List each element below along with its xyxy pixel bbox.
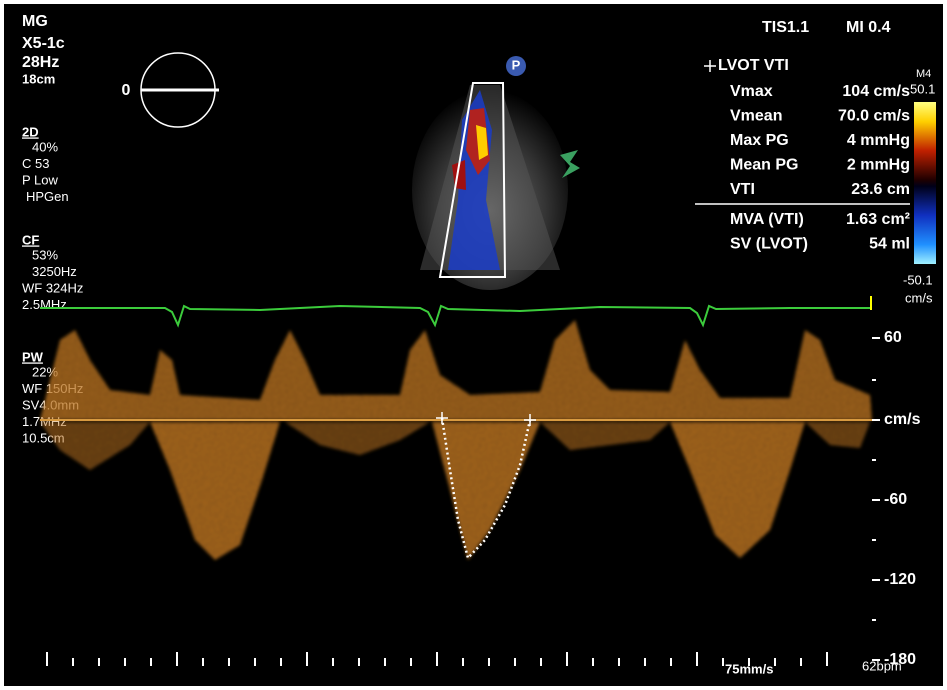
color-bottom: -50.1 xyxy=(903,272,933,287)
mode-title: 2D xyxy=(22,124,39,139)
mode-setting: 40% xyxy=(32,139,58,154)
measurement-value: 4 mmHg xyxy=(847,132,910,149)
probe: X5-1c xyxy=(22,35,65,52)
tis: TIS1.1 xyxy=(762,19,809,36)
angle-value: 0 xyxy=(122,82,131,99)
measurement-value: 70.0 cm/s xyxy=(838,108,910,125)
color-unit: cm/s xyxy=(905,290,933,305)
sweep-speed: 75mm/s xyxy=(725,661,773,676)
measurement-label: Vmax xyxy=(730,83,773,100)
mode-setting: C 53 xyxy=(22,156,49,171)
mode-title: PW xyxy=(22,349,44,364)
mode-setting: 3250Hz xyxy=(32,264,77,279)
mode-setting: HPGen xyxy=(26,189,69,204)
mode-setting: 53% xyxy=(32,247,58,262)
measurement-label: SV (LVOT) xyxy=(730,236,808,253)
measurement-label: VTI xyxy=(730,181,755,198)
preset: MG xyxy=(22,13,48,30)
mode-setting: WF 324Hz xyxy=(22,280,83,295)
measurement-value: 104 cm/s xyxy=(842,83,910,100)
heart-rate: 62bpm xyxy=(862,658,902,673)
measurement-label: Mean PG xyxy=(730,157,798,174)
mi: MI 0.4 xyxy=(846,19,891,36)
mode-title: CF xyxy=(22,232,39,247)
scale-unit: cm/s xyxy=(884,411,921,428)
measurement-value: 54 ml xyxy=(869,236,910,253)
mode-setting: P Low xyxy=(22,172,59,187)
color-map: M4 xyxy=(916,68,931,80)
measurement-label: Vmean xyxy=(730,108,782,125)
measurement-label: MVA (VTI) xyxy=(730,211,804,228)
color-bar xyxy=(914,102,936,264)
measurement-value: 1.63 cm² xyxy=(846,211,910,228)
scale-label: -60 xyxy=(884,491,907,508)
mode-setting: 2.5MHz xyxy=(22,297,67,312)
ultrasound-screen: P 0 MG X5-1c 28Hz 18cm 2D40% C 53P Low HPG… xyxy=(0,0,947,690)
scale-label: 60 xyxy=(884,329,902,346)
probe-marker: P xyxy=(512,57,521,72)
measurement-label: Max PG xyxy=(730,132,789,149)
measurement-value: 23.6 cm xyxy=(851,181,910,198)
scale-label: -120 xyxy=(884,571,916,588)
color-top: 50.1 xyxy=(910,81,935,96)
measurement-value: 2 mmHg xyxy=(847,157,910,174)
measurement-title: LVOT VTI xyxy=(718,57,789,74)
frame-rate: 28Hz xyxy=(22,54,59,71)
depth: 18cm xyxy=(22,71,55,86)
